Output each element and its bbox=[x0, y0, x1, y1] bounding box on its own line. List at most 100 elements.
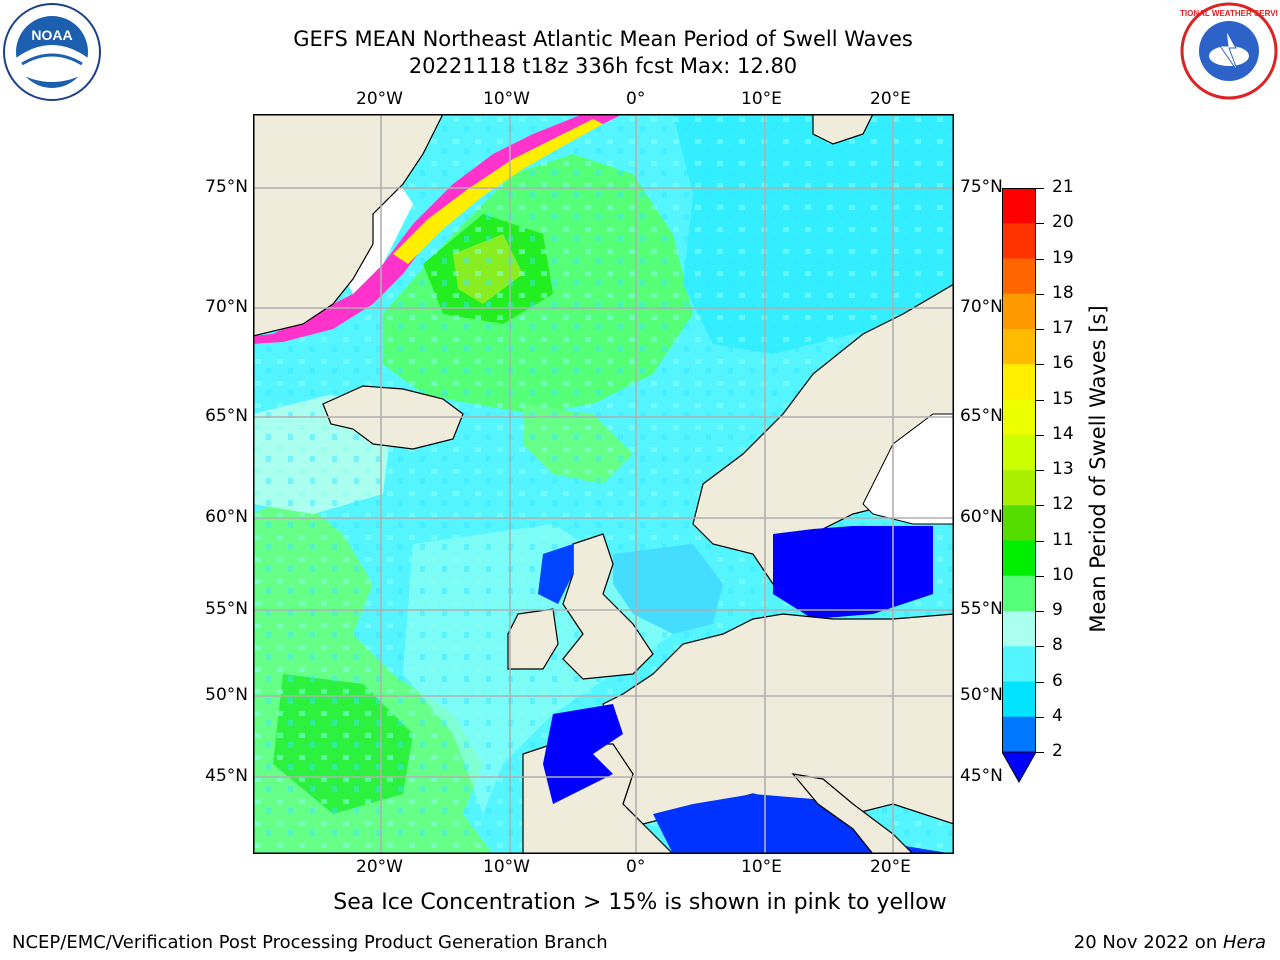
colorbar-tick-label: 6 bbox=[1052, 670, 1063, 691]
lon-label-bottom-0: 0° bbox=[626, 857, 646, 877]
title-line-2: 20221118 t18z 336h fcst Max: 12.80 bbox=[408, 54, 798, 78]
colorbar-tick-mark bbox=[1036, 434, 1044, 436]
lat-label-right-60n: 60°N bbox=[960, 507, 1003, 527]
colorbar-tick-mark bbox=[1036, 505, 1044, 507]
lat-label-left-45n: 45°N bbox=[205, 766, 248, 786]
footer-date: 20 Nov 2022 on Hera bbox=[1074, 932, 1266, 953]
lon-label-bottom-20e: 20°E bbox=[870, 857, 911, 877]
lat-label-right-50n: 50°N bbox=[960, 685, 1003, 705]
nws-logo: NATIONAL WEATHER SERVICE bbox=[1169, 2, 1280, 100]
colorbar-tick-label: 20 bbox=[1052, 212, 1074, 233]
colorbar-tick-mark bbox=[1036, 364, 1044, 366]
colorbar-segment bbox=[1002, 681, 1036, 718]
colorbar-segment bbox=[1002, 646, 1036, 682]
colorbar-tick-label: 21 bbox=[1052, 177, 1074, 197]
colorbar-segment bbox=[1002, 540, 1036, 577]
colorbar-segment bbox=[1002, 470, 1036, 506]
colorbar-tick-mark bbox=[1036, 470, 1044, 471]
colorbar-segment bbox=[1002, 399, 1036, 436]
noaa-logo-text: NOAA bbox=[31, 27, 72, 43]
colorbar-tick-label: 10 bbox=[1052, 564, 1074, 585]
colorbar-tick-label: 14 bbox=[1052, 423, 1074, 444]
land-ireland bbox=[507, 608, 559, 670]
colorbar-tick-mark bbox=[1036, 188, 1044, 189]
footer-date-text: 20 Nov 2022 on bbox=[1073, 932, 1223, 953]
colorbar-segment bbox=[1002, 575, 1036, 612]
colorbar-tick-label: 17 bbox=[1052, 318, 1074, 338]
colorbar-tick-label: 16 bbox=[1052, 353, 1074, 374]
colorbar-tick-mark bbox=[1036, 540, 1044, 542]
lat-label-right-75n: 75°N bbox=[960, 177, 1003, 197]
lat-label-left-55n: 55°N bbox=[205, 599, 248, 619]
map-panel bbox=[252, 113, 955, 855]
colorbar-extend-arrow bbox=[1001, 751, 1037, 784]
lon-label-top-10e: 10°E bbox=[741, 89, 782, 109]
sea-ice-note: Sea Ice Concentration > 15% is shown in … bbox=[333, 890, 947, 915]
colorbar-tick-label: 13 bbox=[1052, 459, 1074, 479]
lon-label-top-10w: 10°W bbox=[483, 89, 530, 109]
lon-label-top-20w: 20°W bbox=[356, 89, 403, 109]
lat-label-right-55n: 55°N bbox=[960, 599, 1003, 619]
lat-label-right-70n: 70°N bbox=[960, 297, 1003, 317]
lat-label-right-45n: 45°N bbox=[960, 766, 1003, 786]
title-line-1: GEFS MEAN Northeast Atlantic Mean Period… bbox=[293, 27, 913, 51]
land-greenland bbox=[252, 113, 444, 337]
land-great-britain bbox=[562, 533, 654, 680]
colorbar-label: Mean Period of Swell Waves [s] bbox=[1086, 305, 1110, 633]
lon-label-top-0: 0° bbox=[626, 89, 646, 109]
lat-label-left-65n: 65°N bbox=[205, 406, 248, 426]
colorbar-segment bbox=[1002, 329, 1036, 365]
footer-host: Hera bbox=[1222, 932, 1266, 953]
colorbar-tick-label: 2 bbox=[1052, 741, 1063, 761]
lon-label-bottom-10e: 10°E bbox=[741, 857, 782, 877]
lon-label-bottom-20w: 20°W bbox=[356, 857, 403, 877]
sea-north-sea bbox=[613, 544, 723, 634]
colorbar-segment bbox=[1002, 364, 1036, 400]
colorbar-tick-mark bbox=[1036, 752, 1044, 753]
lon-label-bottom-10w: 10°W bbox=[483, 857, 530, 877]
map-frame bbox=[253, 114, 954, 854]
nws-logo-text: NATIONAL WEATHER SERVICE bbox=[1180, 9, 1278, 18]
colorbar-tick-label: 18 bbox=[1052, 282, 1074, 303]
colorbar-svg bbox=[1001, 188, 1037, 784]
colorbar-segment bbox=[1002, 258, 1036, 295]
colorbar-segment bbox=[1002, 716, 1036, 753]
sea-biscay bbox=[543, 704, 623, 804]
colorbar-tick-label: 12 bbox=[1052, 494, 1074, 515]
colorbar-tick-mark bbox=[1036, 646, 1044, 648]
lon-label-top-20e: 20°E bbox=[870, 89, 911, 109]
lat-label-left-50n: 50°N bbox=[205, 685, 248, 705]
footer-credit: NCEP/EMC/Verification Post Processing Pr… bbox=[12, 932, 608, 953]
colorbar-tick-label: 8 bbox=[1052, 635, 1063, 656]
graticule bbox=[253, 114, 954, 854]
sea-ice-edge-yellow bbox=[393, 119, 603, 264]
colorbar-segment bbox=[1002, 223, 1036, 259]
sea-irish-coast-blue bbox=[538, 544, 573, 604]
colorbar-tick-label: 15 bbox=[1052, 388, 1074, 409]
colorbar-tick-label: 11 bbox=[1052, 529, 1074, 550]
colorbar-tick-mark bbox=[1036, 611, 1044, 612]
colorbar-tick-mark bbox=[1036, 293, 1044, 295]
colorbar-tick-mark bbox=[1036, 681, 1044, 683]
colorbar-tick-mark bbox=[1036, 223, 1044, 225]
map-svg bbox=[252, 113, 955, 855]
chart-title: GEFS MEAN Northeast Atlantic Mean Period… bbox=[0, 26, 1206, 80]
colorbar-tick-mark bbox=[1036, 399, 1044, 401]
colorbar-segment bbox=[1002, 505, 1036, 541]
colorbar-segment bbox=[1002, 434, 1036, 471]
colorbar-tick-label: 19 bbox=[1052, 247, 1074, 268]
colorbar-segment bbox=[1002, 293, 1036, 330]
colorbar-tick-mark bbox=[1036, 575, 1044, 577]
colorbar-ticks: 21 20 19 18 17 16 15 14 13 12 11 10 9 8 6 4 2 bbox=[1036, 177, 1100, 778]
colorbar-tick-mark bbox=[1036, 329, 1044, 330]
colorbar-frame bbox=[1002, 188, 1036, 753]
lat-label-left-75n: 75°N bbox=[205, 177, 248, 197]
colorbar-tick-mark bbox=[1036, 716, 1044, 718]
colorbar-segment bbox=[1002, 611, 1036, 647]
colorbar-tick-label: 4 bbox=[1052, 705, 1063, 726]
colorbar-tick-mark bbox=[1036, 258, 1044, 260]
colorbar-segment bbox=[1002, 188, 1036, 224]
noaa-logo: NOAA bbox=[2, 2, 102, 102]
lat-label-left-60n: 60°N bbox=[205, 507, 248, 527]
lat-label-right-65n: 65°N bbox=[960, 406, 1003, 426]
